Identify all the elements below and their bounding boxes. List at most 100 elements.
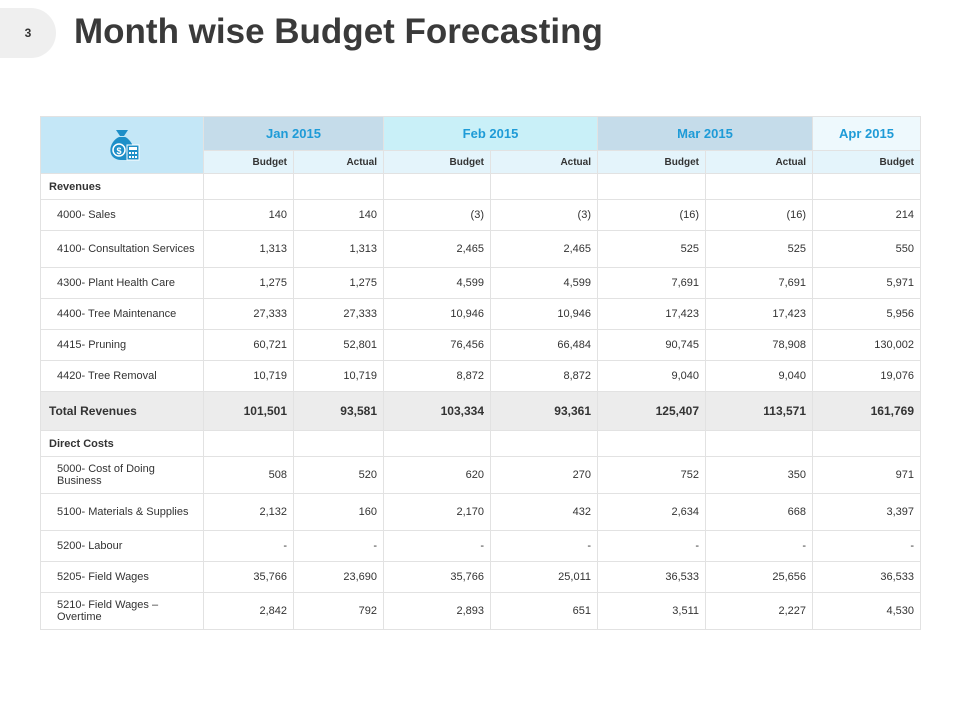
empty-cell	[812, 173, 921, 200]
table-body: Revenues 4000- Sales 140 140 (3) (3) (16) (16) 2…	[40, 173, 921, 630]
cell: 4,599	[490, 267, 598, 299]
cell: 2,634	[597, 493, 706, 531]
data-row: 4300- Plant Health Care 1,275 1,275 4,599 4,…	[40, 267, 921, 299]
row-label: 5210- Field Wages – Overtime	[40, 592, 204, 630]
cell: 25,656	[705, 561, 813, 593]
total-cell: 161,769	[812, 391, 921, 431]
cell: 7,691	[705, 267, 813, 299]
empty-cell	[383, 173, 491, 200]
cell: 35,766	[383, 561, 491, 593]
empty-cell	[203, 173, 294, 200]
cell: 4,599	[383, 267, 491, 299]
cell: 27,333	[203, 298, 294, 330]
cell: 525	[597, 230, 706, 268]
cell: 792	[293, 592, 384, 630]
cell: 550	[812, 230, 921, 268]
month-header: Apr 2015	[812, 116, 921, 151]
page-number: 3	[0, 8, 56, 58]
cell: 7,691	[597, 267, 706, 299]
section-heading: Revenues	[40, 173, 204, 200]
cell: 2,465	[490, 230, 598, 268]
empty-cell	[812, 430, 921, 457]
subheader: Budget	[203, 150, 294, 174]
cell: -	[812, 530, 921, 562]
row-label: 5200- Labour	[40, 530, 204, 562]
month-header: Mar 2015	[597, 116, 813, 151]
total-cell: 113,571	[705, 391, 813, 431]
empty-cell	[490, 173, 598, 200]
cell: 10,946	[490, 298, 598, 330]
cell: 5,956	[812, 298, 921, 330]
cell: 270	[490, 456, 598, 494]
cell: 8,872	[383, 360, 491, 392]
subheader: Budget	[383, 150, 491, 174]
money-icon: $	[110, 129, 140, 160]
total-cell: 101,501	[203, 391, 294, 431]
cell: -	[383, 530, 491, 562]
empty-cell	[203, 430, 294, 457]
total-cell: 125,407	[597, 391, 706, 431]
data-row: 5210- Field Wages – Overtime 2,842 792 2,89…	[40, 592, 921, 630]
cell: 25,011	[490, 561, 598, 593]
row-label: 4300- Plant Health Care	[40, 267, 204, 299]
section-row: Direct Costs	[40, 430, 921, 457]
cell: -	[597, 530, 706, 562]
total-cell: 93,581	[293, 391, 384, 431]
cell: 620	[383, 456, 491, 494]
cell: 8,872	[490, 360, 598, 392]
subheader: Budget	[812, 150, 921, 174]
row-label: 4000- Sales	[40, 199, 204, 231]
cell: 76,456	[383, 329, 491, 361]
data-row: 4420- Tree Removal 10,719 10,719 8,872 8,872…	[40, 360, 921, 392]
row-label: 5205- Field Wages	[40, 561, 204, 593]
cell: 1,275	[293, 267, 384, 299]
cell: 90,745	[597, 329, 706, 361]
empty-cell	[705, 430, 813, 457]
cell: 35,766	[203, 561, 294, 593]
subheader: Actual	[293, 150, 384, 174]
cell: 432	[490, 493, 598, 531]
cell: 130,002	[812, 329, 921, 361]
cell: 23,690	[293, 561, 384, 593]
cell: 60,721	[203, 329, 294, 361]
cell: 36,533	[597, 561, 706, 593]
cell: 350	[705, 456, 813, 494]
cell: -	[490, 530, 598, 562]
row-label: 4415- Pruning	[40, 329, 204, 361]
svg-text:$: $	[116, 146, 121, 156]
cell: 140	[203, 199, 294, 231]
cell: 66,484	[490, 329, 598, 361]
data-row: 5000- Cost of Doing Business 508 520 620 270…	[40, 456, 921, 494]
cell: 9,040	[597, 360, 706, 392]
cell: 668	[705, 493, 813, 531]
empty-cell	[597, 430, 706, 457]
budget-table: $ Jan 2015 Feb 2015 Mar 2015 Apr 2015 Bu…	[40, 116, 921, 630]
data-row: 5205- Field Wages 35,766 23,690 35,766 25,01…	[40, 561, 921, 593]
total-row: Total Revenues 101,501 93,581 103,334 93,361…	[40, 391, 921, 431]
row-label: 4420- Tree Removal	[40, 360, 204, 392]
month-header: Feb 2015	[383, 116, 598, 151]
data-row: 4000- Sales 140 140 (3) (3) (16) (16) 214	[40, 199, 921, 231]
cell: 160	[293, 493, 384, 531]
cell: 2,893	[383, 592, 491, 630]
cell: 752	[597, 456, 706, 494]
cell: 2,227	[705, 592, 813, 630]
data-row: 5200- Labour - - - - - - -	[40, 530, 921, 562]
total-cell: 103,334	[383, 391, 491, 431]
cell: (3)	[383, 199, 491, 231]
cell: 78,908	[705, 329, 813, 361]
data-row: 4415- Pruning 60,721 52,801 76,456 66,484 90,…	[40, 329, 921, 361]
cell: 1,275	[203, 267, 294, 299]
cell: 52,801	[293, 329, 384, 361]
cell: 9,040	[705, 360, 813, 392]
section-row: Revenues	[40, 173, 921, 200]
cell: 651	[490, 592, 598, 630]
row-label: 5100- Materials & Supplies	[40, 493, 204, 531]
cell: 5,971	[812, 267, 921, 299]
empty-cell	[383, 430, 491, 457]
cell: -	[293, 530, 384, 562]
cell: 27,333	[293, 298, 384, 330]
row-label: 4100- Consultation Services	[40, 230, 204, 268]
subheader-row: Budget Actual Budget Actual Budget Actual Budg…	[41, 150, 921, 174]
